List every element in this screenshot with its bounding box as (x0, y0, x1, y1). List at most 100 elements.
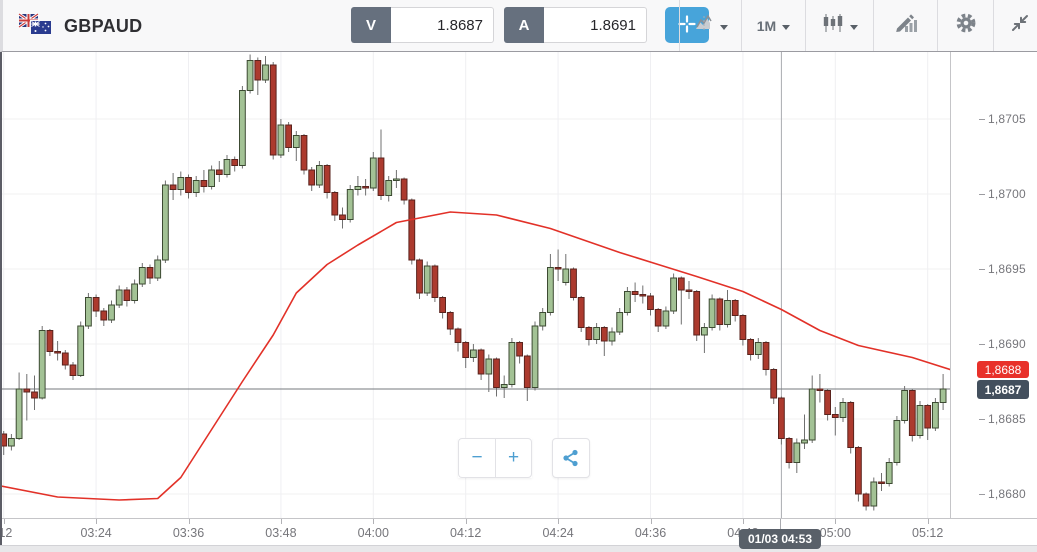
time-axis-tick (280, 519, 282, 524)
chart-plot-area: − + (0, 52, 950, 518)
gear-icon (955, 12, 977, 39)
candle (878, 473, 885, 491)
candle (554, 249, 562, 281)
zoom-out-button[interactable]: − (458, 438, 495, 478)
candle (162, 180, 169, 263)
candle (115, 285, 123, 308)
candle (570, 267, 577, 301)
candle (446, 311, 454, 335)
time-axis-tick (650, 519, 652, 524)
candle (131, 279, 138, 304)
candle (654, 308, 662, 332)
candle (932, 398, 939, 431)
candle (739, 314, 747, 346)
candle (192, 176, 200, 197)
candle (362, 179, 370, 196)
candle (662, 306, 670, 329)
candle (423, 261, 431, 296)
candle (785, 437, 793, 469)
candle (778, 396, 785, 445)
ma-price-badge: 1,8688 (977, 361, 1029, 378)
timeframe-button[interactable]: 1M (741, 0, 805, 51)
candle (408, 198, 416, 265)
time-axis-tick (465, 519, 467, 524)
time-axis-label: 03:36 (172, 526, 205, 540)
chevron-down-icon (719, 17, 728, 35)
time-axis-tick (927, 519, 929, 524)
toolbar: 1M (679, 0, 1037, 51)
time-axis[interactable]: 01/03 04:53 :12 03:24 03:36 03:48 04:00 04:12… (0, 518, 1037, 549)
left-edge-strip (0, 52, 2, 545)
time-axis-label: 04:24 (542, 526, 574, 540)
candle (123, 287, 131, 307)
sell-badge: V (351, 7, 391, 43)
candle (862, 492, 870, 511)
chart-header: GBPAUD V 1.8687 A 1.8691 (0, 0, 1037, 52)
candle (847, 401, 855, 454)
price-axis-label: 1,8680 (951, 486, 1026, 502)
moving-average-line (0, 211, 950, 501)
candle (346, 185, 354, 223)
candlestick-chart[interactable] (0, 52, 950, 518)
crosshair-icon (677, 14, 697, 37)
candle (724, 290, 731, 328)
candle (200, 170, 208, 193)
indicators-button[interactable] (873, 0, 937, 51)
candle (901, 386, 909, 424)
candle (385, 176, 393, 202)
zoom-controls: − + (458, 438, 532, 478)
candle (146, 264, 154, 284)
time-axis-tick (373, 519, 375, 524)
price-axis-label: 1,8685 (951, 411, 1026, 427)
price-axis-label: 1,8700 (951, 186, 1026, 202)
candle (547, 254, 554, 316)
price-axis[interactable]: 1,8688 1,8687 1,8705 1,8700 1,8695 1,8690 1,… (950, 52, 1037, 518)
candle (316, 161, 323, 188)
share-button[interactable] (552, 438, 590, 478)
price-axis-label: 1,8695 (951, 261, 1026, 277)
price-axis-label: 1,8705 (951, 111, 1026, 127)
candle (369, 152, 377, 191)
compare-charts-button[interactable] (679, 0, 741, 51)
time-axis-label: 04:00 (357, 526, 389, 540)
time-axis-tick (835, 519, 837, 524)
candle (631, 282, 639, 302)
time-axis-tick (96, 519, 98, 524)
candle (693, 290, 701, 341)
current-price-badge: 1,8687 (977, 380, 1029, 399)
collapse-button[interactable] (993, 0, 1037, 51)
candle (670, 273, 678, 314)
symbol-group: GBPAUD (18, 0, 142, 52)
candle (754, 338, 762, 359)
buy-button[interactable]: A 1.8691 (504, 7, 647, 43)
candle (300, 134, 308, 175)
compare-charts-icon (694, 14, 714, 37)
candle (493, 357, 500, 397)
buy-price: 1.8691 (544, 7, 647, 43)
candle (254, 57, 262, 95)
zoom-in-button[interactable]: + (495, 438, 532, 478)
candle (269, 62, 277, 160)
candle (685, 281, 693, 299)
sell-button[interactable]: V 1.8687 (351, 7, 494, 43)
settings-button[interactable] (937, 0, 993, 51)
time-axis-label: 03:48 (265, 526, 297, 540)
candle (108, 300, 115, 323)
candle (531, 321, 539, 391)
chart-type-button[interactable] (805, 0, 873, 51)
candle (15, 372, 23, 440)
candle (624, 287, 631, 316)
gbpaud-flag-icon (18, 12, 52, 41)
candle (908, 389, 916, 442)
candle (431, 264, 439, 302)
candle (100, 308, 108, 326)
candle (608, 327, 616, 346)
candle (639, 285, 647, 304)
candle (246, 54, 254, 94)
candle (747, 338, 755, 361)
time-axis-label: 04:12 (450, 526, 482, 540)
candle (169, 173, 177, 200)
candle (708, 294, 716, 331)
candle (223, 155, 231, 178)
